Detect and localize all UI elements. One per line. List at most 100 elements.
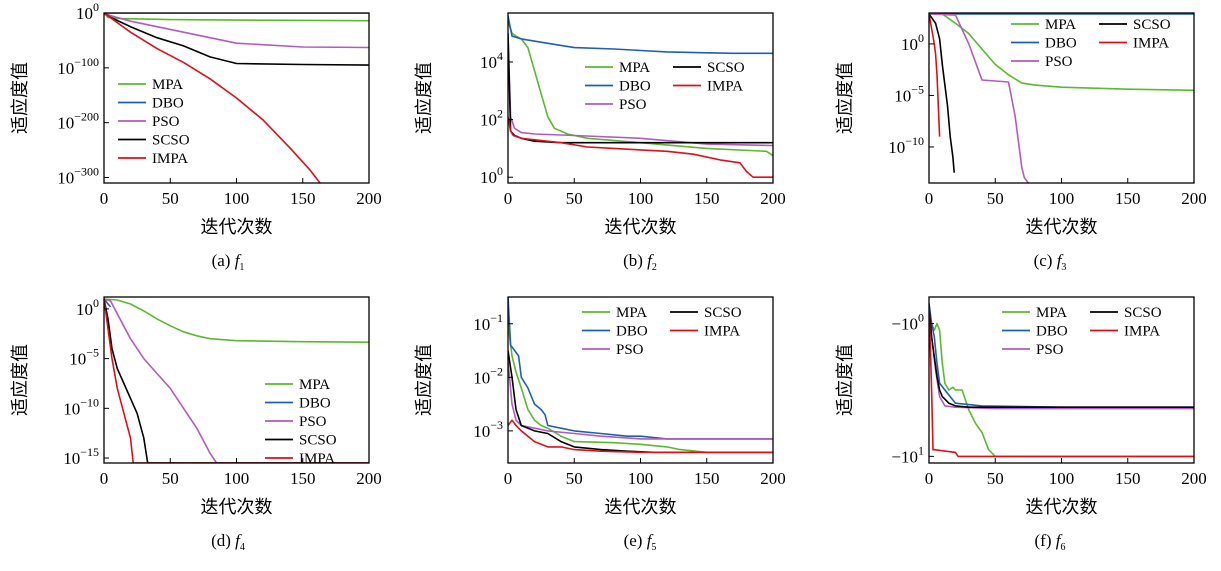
legend-item-impa: IMPA xyxy=(265,451,335,467)
legend-item-impa: IMPA xyxy=(670,324,740,340)
legend-label: SCSO xyxy=(707,60,745,76)
series-line-pso xyxy=(104,13,369,49)
y-tick-label: 10−15 xyxy=(63,445,99,468)
series-line-scso xyxy=(929,303,1194,408)
x-axis-label: 迭代次数 xyxy=(605,497,677,518)
x-tick-label: 0 xyxy=(100,189,109,208)
legend-label: PSO xyxy=(299,414,327,430)
x-tick-label: 50 xyxy=(162,469,179,488)
chart-panel-1: 0 50 100 150 200 100 10−100 10−200 10−300 迭代次数 适应度… xyxy=(10,0,382,273)
chart-panel-6: 0 50 100 150 200 −100 −101 迭代次数 适应度值 (f) f6 MPA SCS… xyxy=(835,296,1207,553)
series-line-scso xyxy=(508,350,773,454)
y-tick-label: 104 xyxy=(480,49,503,72)
legend-item-dbo: DBO xyxy=(1002,324,1068,340)
legend-label: IMPA xyxy=(704,324,740,340)
panels: 0 50 100 150 200 100 10−10 0 10−200 10−300 迭代次数 适应度… xyxy=(10,0,1207,553)
legend-label: DBO xyxy=(619,79,651,95)
legend-item-dbo: DBO xyxy=(118,96,184,112)
x-tick-label: 200 xyxy=(356,469,382,488)
y-tick-label: 10−5 xyxy=(69,346,99,369)
y-axis-label: 适应度值 xyxy=(10,62,31,134)
legend-label: DBO xyxy=(1045,36,1077,52)
x-axis-label: 迭代次数 xyxy=(605,217,677,238)
legend-item-pso: PSO xyxy=(118,114,180,130)
x-tick-label: 100 xyxy=(1049,469,1075,488)
series-line-dbo xyxy=(104,298,112,308)
legend-label: SCSO xyxy=(1124,305,1162,321)
y-axis-label: 适应度值 xyxy=(835,62,856,134)
x-tick-label: 200 xyxy=(1181,189,1207,208)
series-line-impa xyxy=(508,419,773,454)
legend-label: PSO xyxy=(616,342,644,358)
x-tick-label: 150 xyxy=(1115,189,1141,208)
series-group xyxy=(508,297,773,454)
y-tick-label: 100 xyxy=(480,164,503,187)
series-line-mpa xyxy=(104,13,369,22)
legend-label: MPA xyxy=(1036,305,1067,321)
legend-item-mpa: MPA xyxy=(585,60,650,76)
legend-label: SCSO xyxy=(152,133,190,149)
y-tick-label: 10−3 xyxy=(473,418,503,441)
series-line-pso xyxy=(104,298,369,463)
x-tick-label: 50 xyxy=(566,189,583,208)
legend-item-pso: PSO xyxy=(1011,54,1073,70)
x-tick-label: 150 xyxy=(1115,469,1141,488)
legend-label: SCSO xyxy=(1133,17,1171,33)
legend: MPA SCSO DBO IMPA PSO xyxy=(1002,305,1162,358)
legend-label: PSO xyxy=(152,114,180,130)
plot-frame xyxy=(928,296,1195,464)
legend: MPA SCSO DBO IMPA PSO xyxy=(585,60,745,113)
legend-label: PSO xyxy=(1036,342,1064,358)
y-tick-label: 10−200 xyxy=(57,110,99,133)
series-line-pso xyxy=(508,361,773,440)
chart-panel-3: 0 50 100 150 200 100 10−5 10−10 迭代次数 适应度值 (c) f3 MP… xyxy=(835,12,1207,273)
series-group xyxy=(929,303,1194,458)
series-line-impa xyxy=(104,298,369,463)
legend-label: DBO xyxy=(152,96,184,112)
series-line-impa xyxy=(929,13,941,137)
series-line-impa xyxy=(929,303,1194,458)
y-tick-label: −100 xyxy=(891,311,924,334)
legend: MPA SCSO DBO IMPA PSO xyxy=(582,305,742,358)
legend-item-impa: IMPA xyxy=(1099,36,1169,52)
series-line-mpa xyxy=(929,13,1194,92)
legend-item-dbo: DBO xyxy=(585,79,651,95)
series-group xyxy=(104,13,369,183)
x-axis-label: 迭代次数 xyxy=(1026,497,1098,518)
y-tick-label: 10−5 xyxy=(894,82,924,105)
legend-item-dbo: DBO xyxy=(265,396,331,412)
legend-item-pso: PSO xyxy=(585,97,647,113)
x-tick-label: 50 xyxy=(987,189,1004,208)
x-tick-label: 200 xyxy=(760,189,786,208)
legend-label: IMPA xyxy=(707,79,743,95)
series-line-scso xyxy=(104,13,369,66)
legend: MPA SCSO DBO IMPA PSO xyxy=(1011,17,1171,70)
legend-label: DBO xyxy=(299,396,331,412)
y-tick-label: 100 xyxy=(76,296,99,319)
legend-item-mpa: MPA xyxy=(1011,17,1076,33)
legend: MPA DBO PSO SCSO IMPA xyxy=(118,77,190,167)
legend-item-scso: SCSO xyxy=(1090,305,1162,321)
x-tick-label: 50 xyxy=(162,189,179,208)
legend-item-pso: PSO xyxy=(1002,342,1064,358)
series-line-scso xyxy=(929,13,955,173)
legend-label: SCSO xyxy=(299,433,337,449)
y-tick-label: 10−300 xyxy=(57,165,99,188)
series-line-mpa xyxy=(104,298,369,343)
chart-panel-5: 0 50 100 150 200 10−1 10−2 10−3 迭代次数 适应度值 (e) f5 MP… xyxy=(414,296,786,553)
legend-item-impa: IMPA xyxy=(673,79,743,95)
legend-label: DBO xyxy=(616,324,648,340)
y-tick-label: 10−10 xyxy=(63,395,99,418)
x-tick-label: 150 xyxy=(694,189,720,208)
x-tick-label: 150 xyxy=(290,189,316,208)
legend-item-pso: PSO xyxy=(265,414,327,430)
x-axis-label: 迭代次数 xyxy=(201,217,273,238)
x-tick-label: 50 xyxy=(987,469,1004,488)
legend-label: PSO xyxy=(1045,54,1073,70)
series-group xyxy=(929,13,1194,183)
x-tick-label: 100 xyxy=(224,189,250,208)
series-line-pso xyxy=(929,13,1030,183)
x-tick-label: 0 xyxy=(925,469,934,488)
y-tick-label: 10−1 xyxy=(473,311,503,334)
series-group xyxy=(508,15,773,178)
